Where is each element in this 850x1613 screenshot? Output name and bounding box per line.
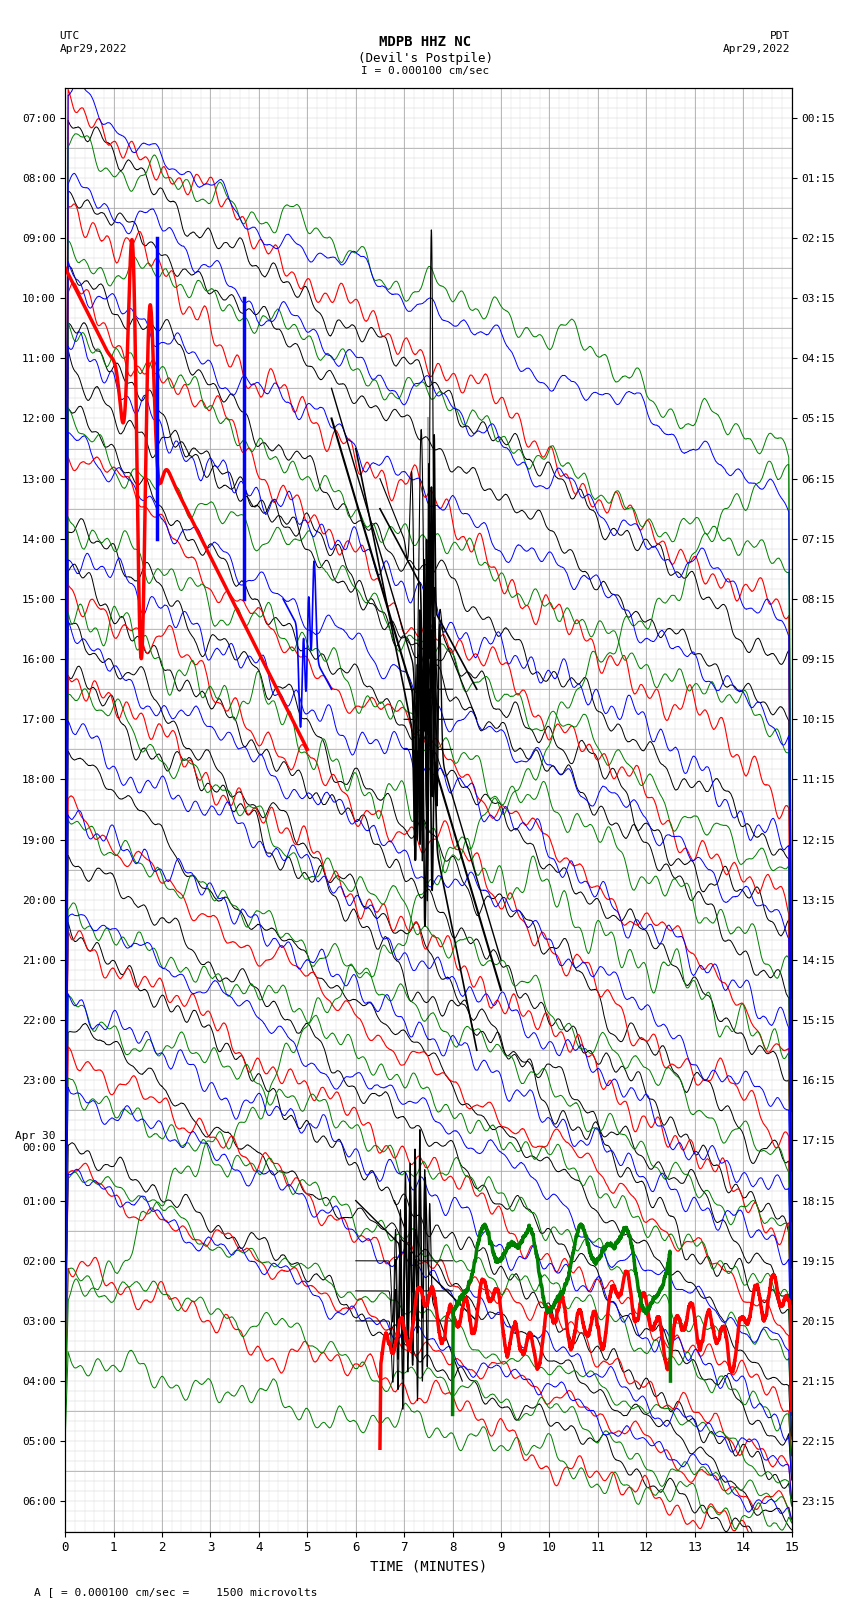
Text: Apr29,2022: Apr29,2022 (60, 44, 127, 53)
Text: PDT: PDT (770, 31, 790, 40)
Text: UTC: UTC (60, 31, 80, 40)
Text: (Devil's Postpile): (Devil's Postpile) (358, 52, 492, 65)
Text: Apr29,2022: Apr29,2022 (723, 44, 791, 53)
Text: I = 0.000100 cm/sec: I = 0.000100 cm/sec (361, 66, 489, 76)
Text: MDPB HHZ NC: MDPB HHZ NC (379, 35, 471, 50)
Text: A [ = 0.000100 cm/sec =    1500 microvolts: A [ = 0.000100 cm/sec = 1500 microvolts (34, 1587, 318, 1597)
X-axis label: TIME (MINUTES): TIME (MINUTES) (370, 1560, 487, 1574)
